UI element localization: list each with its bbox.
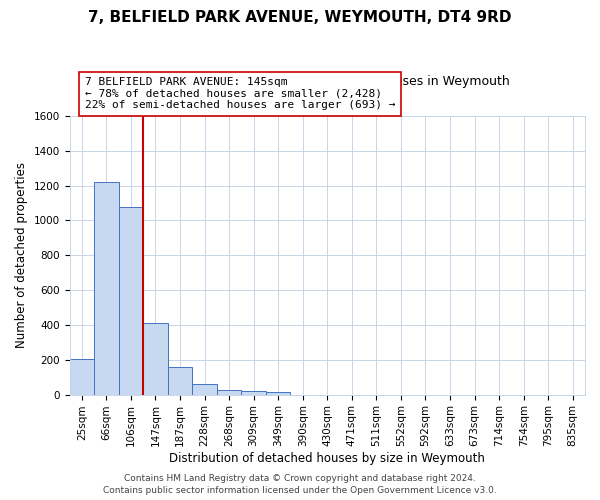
Bar bbox=[241, 392, 266, 394]
Bar bbox=[192, 384, 217, 394]
Bar bbox=[70, 359, 94, 394]
Title: Size of property relative to detached houses in Weymouth: Size of property relative to detached ho… bbox=[145, 76, 509, 88]
X-axis label: Distribution of detached houses by size in Weymouth: Distribution of detached houses by size … bbox=[169, 452, 485, 465]
Text: 7, BELFIELD PARK AVENUE, WEYMOUTH, DT4 9RD: 7, BELFIELD PARK AVENUE, WEYMOUTH, DT4 9… bbox=[88, 10, 512, 25]
Bar bbox=[119, 208, 143, 394]
Y-axis label: Number of detached properties: Number of detached properties bbox=[15, 162, 28, 348]
Text: Contains HM Land Registry data © Crown copyright and database right 2024.
Contai: Contains HM Land Registry data © Crown c… bbox=[103, 474, 497, 495]
Bar bbox=[94, 182, 119, 394]
Text: 7 BELFIELD PARK AVENUE: 145sqm
← 78% of detached houses are smaller (2,428)
22% : 7 BELFIELD PARK AVENUE: 145sqm ← 78% of … bbox=[85, 77, 395, 110]
Bar bbox=[217, 390, 241, 394]
Bar bbox=[143, 323, 168, 394]
Bar bbox=[266, 392, 290, 394]
Bar bbox=[168, 366, 192, 394]
